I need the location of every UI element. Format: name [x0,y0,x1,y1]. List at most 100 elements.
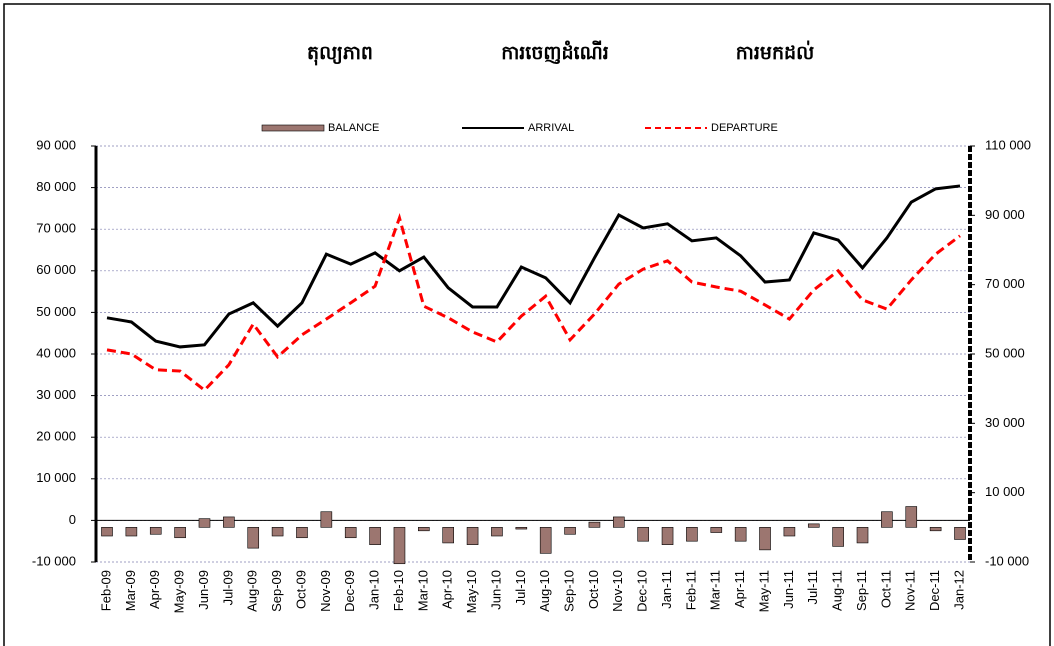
chart-title: ការមកដល់ [736,40,814,64]
x-tick-label: Oct-10 [586,570,601,609]
bar [393,527,406,565]
x-tick-label: May-11 [756,570,771,612]
x-tick-label: Feb-11 [683,570,698,610]
bar [637,527,649,542]
bar [223,516,235,528]
x-tick-label: Mar-09 [123,570,138,611]
x-tick-label: Apr-10 [440,570,455,609]
x-tick-label: Jul-09 [220,570,235,605]
x-tick-label: Oct-09 [293,570,308,609]
bar [174,527,186,539]
x-tick-label: Sep-09 [269,570,284,612]
y2-tick-label: 50 000 [985,345,1025,360]
bar [149,527,162,535]
y2-tick-label: -10 000 [985,553,1029,568]
x-tick-label: May-10 [464,570,479,613]
bar [247,527,260,549]
x-tick-label: Dec-11 [927,570,942,611]
bar [856,527,869,544]
x-tick-label: Apr-09 [147,570,162,609]
x-tick-label: Apr-11 [732,570,747,608]
legend-label: DEPARTURE [711,122,778,134]
y-tick-label: -10 000 [32,553,76,568]
chart-frame [3,3,1051,646]
x-tick-label: Aug-11 [830,570,845,611]
bar [661,527,674,545]
x-tick-label: Dec-09 [342,570,357,612]
bar [612,516,625,528]
bar [369,527,381,545]
x-tick-label: Feb-09 [98,570,113,611]
x-tick-label: Oct-11 [878,570,893,608]
x-tick-label: Jan-11 [659,570,674,609]
bar [320,511,333,528]
bar [734,527,747,542]
bar [491,527,503,537]
y2-tick-label: 10 000 [985,484,1025,499]
y2-tick-label: 30 000 [985,415,1025,430]
x-tick-label: Sep-11 [854,570,869,611]
bar [539,527,552,554]
y-tick-label: 0 [69,512,76,527]
y-tick-label: 60 000 [36,262,76,277]
chart-title: តុល្យភាព [307,42,373,66]
bar [101,527,113,537]
x-tick-label: Jun-10 [488,570,503,610]
x-tick-label: Jul-11 [805,570,820,604]
y-tick-label: 40 000 [36,345,76,360]
x-tick-label: Mar-11 [708,570,723,610]
x-tick-label: Jan-12 [951,570,966,610]
y-tick-label: 90 000 [36,137,76,152]
y-tick-label: 20 000 [36,429,76,444]
line-series [106,184,961,349]
x-tick-label: May-09 [172,570,187,613]
x-tick-label: Sep-10 [561,570,576,612]
bar [954,527,966,540]
legend-label: BALANCE [328,122,379,134]
bar [125,527,138,537]
y-tick-label: 80 000 [36,179,76,194]
x-tick-label: Dec-10 [635,570,650,612]
y-tick-label: 30 000 [36,387,76,402]
y-tick-label: 10 000 [36,470,76,485]
y2-tick-label: 90 000 [985,207,1025,222]
legend-label: ARRIVAL [528,122,574,134]
x-tick-label: Aug-09 [245,570,260,612]
chart-title: ការចេញដំណើរ [501,40,609,64]
bar [929,527,942,532]
bar [515,527,528,530]
x-tick-label: Jun-11 [781,570,796,609]
bar [881,511,893,528]
bar [418,527,430,532]
y-tick-label: 50 000 [36,304,76,319]
y-tick-label: 70 000 [36,221,76,236]
bar [759,527,771,551]
bar [296,527,308,539]
x-tick-label: Mar-10 [415,570,430,611]
x-tick-label: Feb-10 [391,570,406,611]
x-tick-label: Jun-09 [196,570,211,610]
bar [807,523,820,528]
x-tick-label: Jul-10 [513,570,528,605]
y2-tick-label: 110 000 [985,137,1031,152]
bar [588,521,601,528]
x-tick-label: Nov-09 [318,570,333,612]
bar [832,527,844,547]
bar [564,527,576,535]
x-tick-label: Nov-11 [903,570,918,611]
bar [466,527,479,545]
legend-swatch [261,124,325,132]
bar [783,527,796,537]
bar [905,506,918,528]
bar [686,527,698,542]
bar [710,527,723,533]
x-tick-label: Jan-10 [367,570,382,610]
x-tick-label: Aug-10 [537,570,552,612]
x-tick-label: Nov-10 [610,570,625,612]
bar [442,527,455,544]
bar [344,527,357,539]
bar [198,518,211,528]
bar [271,527,284,537]
line-series [106,212,961,393]
y2-tick-label: 70 000 [985,276,1025,291]
